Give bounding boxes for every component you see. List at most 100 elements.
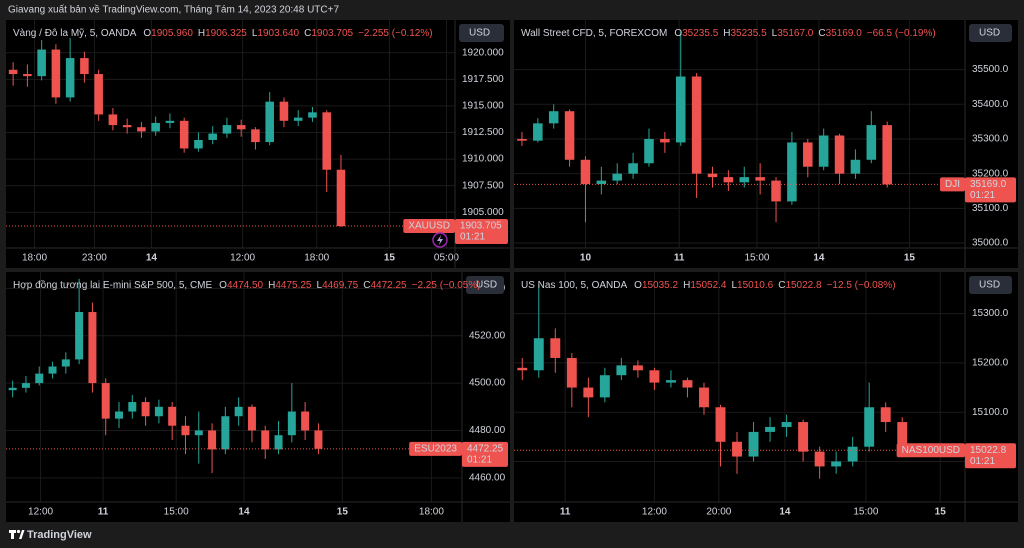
currency-button[interactable] <box>466 276 504 294</box>
last-price-label: 35169.0 <box>970 179 1007 190</box>
legend-key: C <box>778 280 785 291</box>
legend-value: 1906.325 <box>205 28 247 39</box>
candle-body <box>128 402 137 412</box>
legend-key: O <box>634 280 642 291</box>
candle-body <box>596 180 607 185</box>
candle-body <box>583 387 594 398</box>
legend-key: L <box>252 28 258 39</box>
price-tag <box>965 177 1016 203</box>
legend-value: 4469.75 <box>322 280 359 291</box>
candle-body <box>108 114 118 126</box>
symbol-tag <box>409 441 462 456</box>
candle-body <box>787 142 797 202</box>
candle-body <box>798 422 809 452</box>
candle-body <box>665 380 676 383</box>
candle-body <box>771 180 781 202</box>
x-tick-label: 18:00 <box>304 253 329 264</box>
x-tick-label: 11 <box>98 507 109 518</box>
candle-body <box>222 125 232 134</box>
currency-label[interactable]: USD <box>979 28 1000 39</box>
symbol-label: XAUUSD <box>408 221 450 232</box>
legend-value: 4472.25 <box>370 280 407 291</box>
x-tick-label: 11 <box>674 253 685 264</box>
candle-body <box>880 407 891 423</box>
legend-value: 15052.4 <box>690 280 727 291</box>
legend-change: −2.255 (−0.12%) <box>358 28 433 39</box>
candle-body <box>644 138 654 164</box>
y-tick-label: 4520.00 <box>469 330 506 341</box>
candle-body <box>632 365 643 371</box>
y-tick-label: 1905.000 <box>462 207 504 218</box>
countdown: 01:21 <box>460 232 485 243</box>
currency-label[interactable]: USD <box>469 28 490 39</box>
candle-body <box>866 125 877 160</box>
candle-body <box>151 122 160 132</box>
currency-button[interactable] <box>969 276 1012 294</box>
x-tick-label: 15 <box>904 253 916 264</box>
currency-label[interactable]: USD <box>979 280 1000 291</box>
candle-body <box>765 426 776 432</box>
candle-body <box>580 159 591 185</box>
legend-key: L <box>731 280 737 291</box>
legend: Wall Street CFD, 5, FOREXCOM O35235.5 H352… <box>521 28 936 39</box>
candle-body <box>732 441 742 457</box>
candle-body <box>274 435 283 450</box>
legend-title: Wall Street CFD, 5, FOREXCOM <box>521 28 667 39</box>
publish-note: Giavang xuất bản về TradingView.com, Thá… <box>8 4 339 16</box>
legend-value: 35167.0 <box>777 28 814 39</box>
legend-value: 15010.6 <box>737 280 774 291</box>
candle-body <box>61 359 70 367</box>
x-tick-label: 14 <box>779 507 791 518</box>
candle-body <box>247 406 256 431</box>
y-tick-label: 15300.0 <box>972 308 1009 319</box>
candle-body <box>739 177 750 183</box>
candle-body <box>35 373 44 384</box>
legend-value: 15022.8 <box>785 280 822 291</box>
x-tick-label: 14 <box>238 507 250 518</box>
candle-body <box>141 402 150 417</box>
candle-body <box>8 69 18 75</box>
y-tick-label: 1912.500 <box>462 127 504 138</box>
y-tick-label: 35500.0 <box>972 64 1009 75</box>
candle-body <box>65 58 75 98</box>
legend-key: O <box>219 280 227 291</box>
currency-button[interactable] <box>969 24 1012 42</box>
symbol-label: NAS100USD <box>902 445 960 456</box>
y-tick-label: 4480.00 <box>469 425 506 436</box>
y-tick-label: 1907.500 <box>462 180 504 191</box>
legend: Hợp đồng tương lai E-mini S&P 500, 5, CM… <box>13 279 481 291</box>
x-tick-label: 12:00 <box>642 507 667 518</box>
candle-body <box>682 380 693 388</box>
symbol-label: ESU2023 <box>414 443 457 454</box>
candle-body <box>137 127 146 132</box>
x-tick-label: 05:00 <box>434 253 459 264</box>
candle-body <box>208 430 217 450</box>
candle-body <box>612 173 622 181</box>
legend-key: O <box>143 28 151 39</box>
candle-body <box>691 76 702 174</box>
x-tick-label: 15 <box>935 507 947 518</box>
x-tick-label: 12:00 <box>28 507 53 518</box>
candle-body <box>279 101 289 121</box>
legend-title: Hợp đồng tương lai E-mini S&P 500, 5, CM… <box>13 279 212 291</box>
x-tick-label: 18:00 <box>22 253 47 264</box>
candle-body <box>715 407 726 442</box>
currency-button[interactable] <box>459 24 504 42</box>
candle-body <box>897 422 908 451</box>
candle-body <box>533 338 544 371</box>
candle-body <box>181 425 190 436</box>
countdown: 01:21 <box>467 454 492 465</box>
candle-body <box>336 169 346 227</box>
x-tick-label: 15:00 <box>744 253 769 264</box>
last-price-label: 15022.8 <box>970 445 1007 456</box>
legend-title: Vàng / Đô la Mỹ, 5, OANDA <box>13 28 137 39</box>
candle-body <box>301 411 310 431</box>
y-tick-label: 4500.00 <box>469 378 506 389</box>
countdown: 01:21 <box>970 190 995 201</box>
candle-body <box>21 383 30 388</box>
currency-label[interactable]: USD <box>476 280 497 291</box>
legend-value: 4474.50 <box>227 280 264 291</box>
candle-body <box>122 125 132 128</box>
alert-badge-icon <box>437 235 443 245</box>
candle-body <box>699 387 709 408</box>
